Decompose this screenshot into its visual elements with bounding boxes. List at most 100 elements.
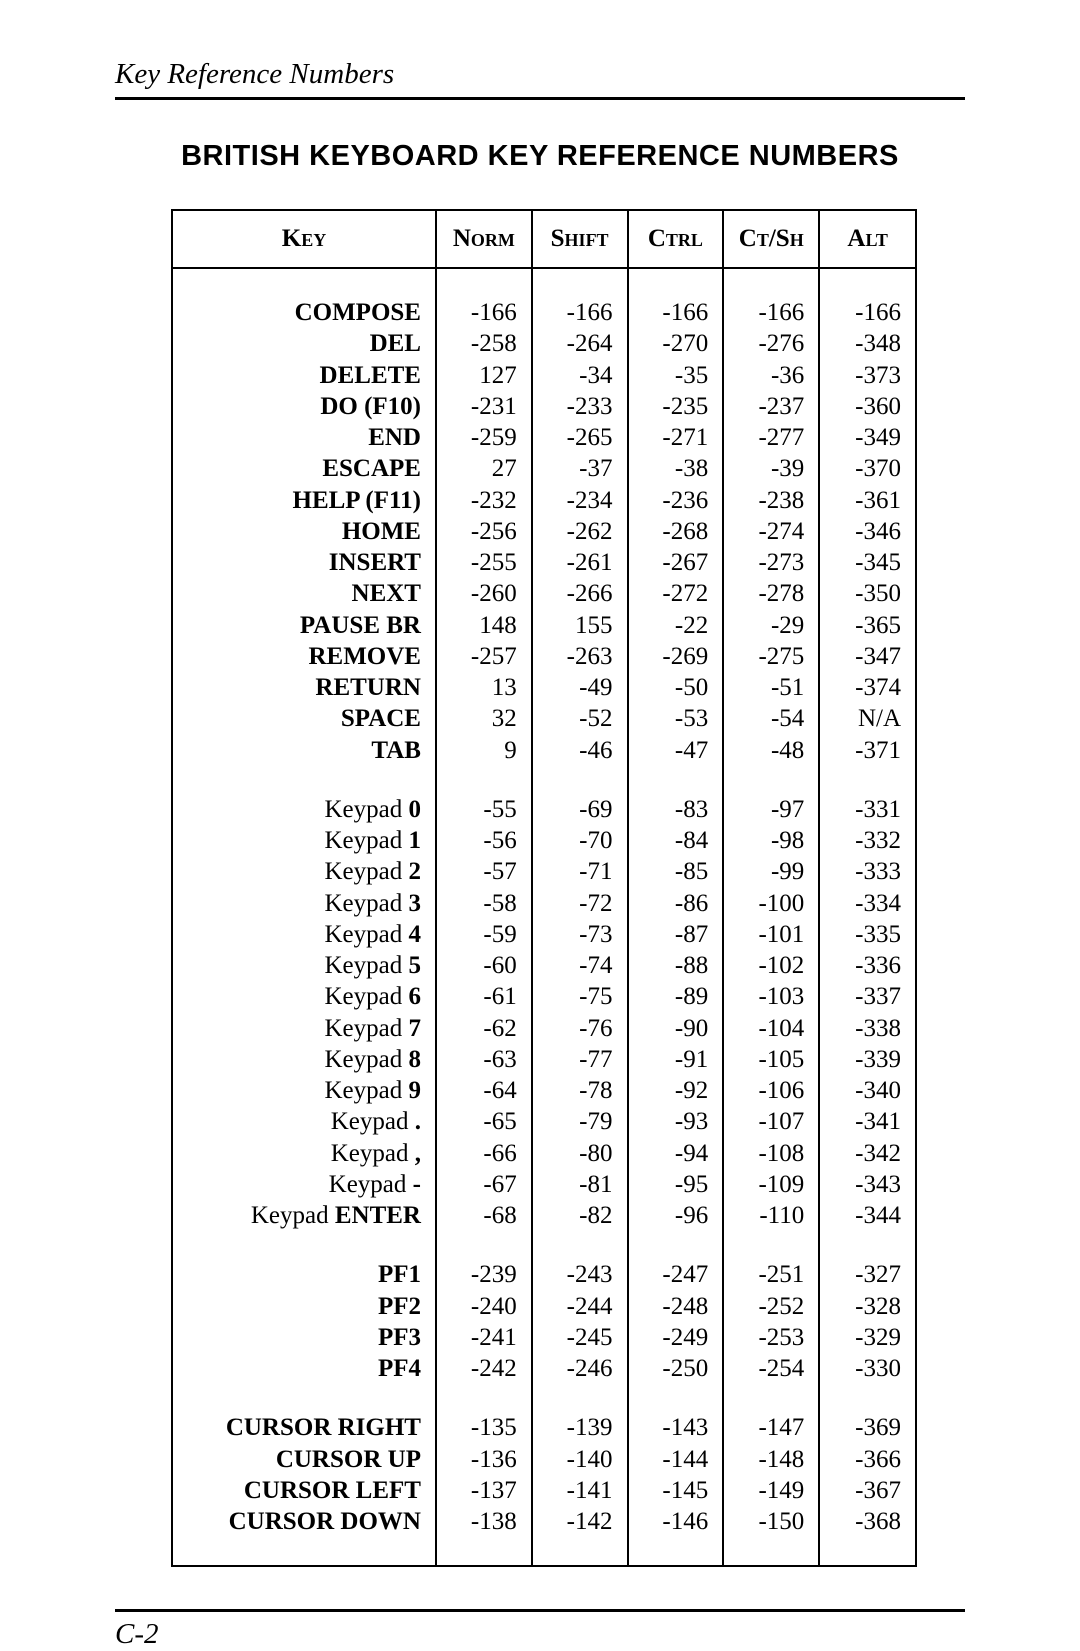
cell-ctsh: -51 xyxy=(723,672,819,703)
table-row: INSERT-255-261-267-273-345 xyxy=(173,547,915,578)
table-wrapper: Key Norm Shift Ctrl Ct/Sh Alt COMPOSE-16… xyxy=(171,209,917,1567)
col-ctrl: Ctrl xyxy=(628,211,724,268)
table-row: DO (F10)-231-233-235-237-360 xyxy=(173,391,915,422)
cell-ctrl: -271 xyxy=(628,422,724,453)
table-spacer xyxy=(173,766,915,794)
cell-shift: -233 xyxy=(532,391,628,422)
cell-ctsh: -166 xyxy=(723,297,819,328)
cell-alt: -337 xyxy=(819,981,915,1012)
cell-alt: -333 xyxy=(819,856,915,887)
key-bold: REMOVE xyxy=(308,643,421,670)
key-cell: Keypad - xyxy=(173,1169,436,1200)
key-bold: ESCAPE xyxy=(322,455,421,482)
cell-shift: -70 xyxy=(532,825,628,856)
key-cell: Keypad 5 xyxy=(173,950,436,981)
cell-ctsh: -150 xyxy=(723,1506,819,1537)
cell-ctrl: -87 xyxy=(628,919,724,950)
table-row: PF3-241-245-249-253-329 xyxy=(173,1322,915,1353)
key-bold: 0 xyxy=(408,796,421,823)
cell-shift: -76 xyxy=(532,1013,628,1044)
table-row: PF2-240-244-248-252-328 xyxy=(173,1291,915,1322)
cell-ctsh: -275 xyxy=(723,641,819,672)
cell-shift: -234 xyxy=(532,485,628,516)
table-row: CURSOR DOWN-138-142-146-150-368 xyxy=(173,1506,915,1537)
cell-ctrl: -47 xyxy=(628,735,724,766)
cell-alt: -338 xyxy=(819,1013,915,1044)
key-bold: DEL xyxy=(370,330,421,357)
cell-ctrl: -270 xyxy=(628,328,724,359)
cell-alt: -365 xyxy=(819,610,915,641)
key-cell: REMOVE xyxy=(173,641,436,672)
cell-shift: -141 xyxy=(532,1475,628,1506)
cell-ctsh: -39 xyxy=(723,453,819,484)
cell-ctsh: -102 xyxy=(723,950,819,981)
table-row: NEXT-260-266-272-278-350 xyxy=(173,578,915,609)
cell-ctrl: -248 xyxy=(628,1291,724,1322)
table-spacer xyxy=(173,268,915,297)
cell-norm: -55 xyxy=(436,794,532,825)
cell-alt: -328 xyxy=(819,1291,915,1322)
key-prefix: Keypad xyxy=(324,858,408,885)
cell-alt: -370 xyxy=(819,453,915,484)
cell-ctsh: -54 xyxy=(723,703,819,734)
table-row: Keypad ,-66-80-94-108-342 xyxy=(173,1138,915,1169)
cell-shift: -79 xyxy=(532,1106,628,1137)
table-row: Keypad ENTER-68-82-96-110-344 xyxy=(173,1200,915,1231)
cell-ctsh: -106 xyxy=(723,1075,819,1106)
key-prefix: Keypad xyxy=(324,1015,408,1042)
cell-alt: -344 xyxy=(819,1200,915,1231)
table-spacer xyxy=(173,1384,915,1412)
table-row: CURSOR UP-136-140-144-148-366 xyxy=(173,1444,915,1475)
key-bold: 8 xyxy=(408,1046,421,1073)
cell-ctsh: -254 xyxy=(723,1353,819,1384)
key-bold: . xyxy=(415,1108,421,1135)
cell-ctsh: -105 xyxy=(723,1044,819,1075)
cell-norm: -239 xyxy=(436,1259,532,1290)
table-row: COMPOSE-166-166-166-166-166 xyxy=(173,297,915,328)
cell-alt: -345 xyxy=(819,547,915,578)
table-header-row: Key Norm Shift Ctrl Ct/Sh Alt xyxy=(173,211,915,268)
cell-norm: 27 xyxy=(436,453,532,484)
cell-ctsh: -109 xyxy=(723,1169,819,1200)
cell-norm: -242 xyxy=(436,1353,532,1384)
key-cell: ESCAPE xyxy=(173,453,436,484)
col-key: Key xyxy=(173,211,436,268)
key-cell: PF1 xyxy=(173,1259,436,1290)
key-cell: INSERT xyxy=(173,547,436,578)
key-cell: CURSOR DOWN xyxy=(173,1506,436,1537)
key-bold: NEXT xyxy=(352,580,421,607)
cell-ctsh: -110 xyxy=(723,1200,819,1231)
key-bold: HELP (F11) xyxy=(293,487,421,514)
key-bold: PF3 xyxy=(378,1324,421,1351)
cell-norm: -65 xyxy=(436,1106,532,1137)
cell-shift: -142 xyxy=(532,1506,628,1537)
cell-ctsh: -99 xyxy=(723,856,819,887)
table-row: Keypad 9-64-78-92-106-340 xyxy=(173,1075,915,1106)
cell-shift: -52 xyxy=(532,703,628,734)
cell-shift: -266 xyxy=(532,578,628,609)
cell-shift: -246 xyxy=(532,1353,628,1384)
key-bold: 1 xyxy=(408,827,421,854)
key-cell: Keypad 9 xyxy=(173,1075,436,1106)
cell-ctrl: -250 xyxy=(628,1353,724,1384)
cell-ctsh: -253 xyxy=(723,1322,819,1353)
cell-shift: -71 xyxy=(532,856,628,887)
table-row: HELP (F11)-232-234-236-238-361 xyxy=(173,485,915,516)
cell-ctsh: -251 xyxy=(723,1259,819,1290)
key-bold: 6 xyxy=(408,983,421,1010)
cell-norm: 32 xyxy=(436,703,532,734)
table-row: Keypad 8-63-77-91-105-339 xyxy=(173,1044,915,1075)
key-cell: PF3 xyxy=(173,1322,436,1353)
key-bold: 9 xyxy=(408,1077,421,1104)
key-cell: END xyxy=(173,422,436,453)
cell-norm: 148 xyxy=(436,610,532,641)
cell-alt: -361 xyxy=(819,485,915,516)
key-cell: DO (F10) xyxy=(173,391,436,422)
table-row: DELETE127-34-35-36-373 xyxy=(173,360,915,391)
cell-alt: -341 xyxy=(819,1106,915,1137)
cell-alt: -331 xyxy=(819,794,915,825)
cell-ctrl: -95 xyxy=(628,1169,724,1200)
cell-shift: 155 xyxy=(532,610,628,641)
cell-alt: -329 xyxy=(819,1322,915,1353)
key-cell: Keypad 8 xyxy=(173,1044,436,1075)
